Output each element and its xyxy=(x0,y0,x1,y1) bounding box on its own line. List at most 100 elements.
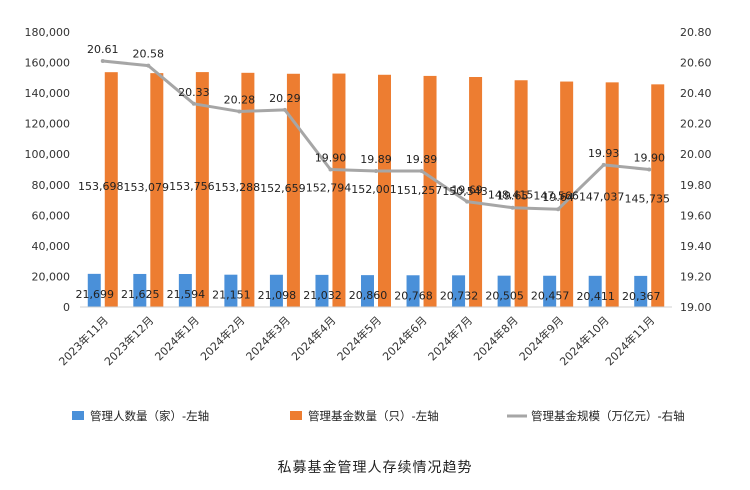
label-funds: 153,698 xyxy=(78,180,124,193)
bar-funds xyxy=(514,80,528,308)
label-fund-scale: 19.65 xyxy=(497,190,529,203)
line-series xyxy=(100,59,652,212)
bar-funds xyxy=(469,77,483,307)
bar-funds xyxy=(150,73,164,307)
label-funds: 151,257 xyxy=(397,184,443,197)
label-fund-scale: 19.93 xyxy=(588,147,620,160)
label-fund-scale: 19.90 xyxy=(633,152,665,165)
data-labels: 21,699 153,698 21,625 153,079 21,594 153,756 2… xyxy=(76,43,670,303)
bar-funds xyxy=(560,81,574,307)
line-point xyxy=(328,167,333,172)
label-managers: 20,411 xyxy=(576,290,615,303)
chart-caption: 私募基金管理人存续情况趋势 xyxy=(278,459,473,476)
line-point xyxy=(465,199,470,204)
left-axis-tick-label: 100,000 xyxy=(25,148,71,161)
bar-managers xyxy=(497,275,511,307)
line-point xyxy=(601,162,606,167)
left-axis-tick-label: 120,000 xyxy=(25,118,71,131)
x-axis-tick-label: 2024年3月 xyxy=(243,313,293,363)
label-funds: 152,794 xyxy=(306,182,352,195)
line-point xyxy=(282,107,287,112)
line-point xyxy=(556,207,561,212)
bar-managers xyxy=(634,275,648,307)
right-axis-tick-label: 19.80 xyxy=(680,179,712,192)
right-axis-tick-label: 19.60 xyxy=(680,209,712,222)
x-axis-tick-label: 2024年8月 xyxy=(471,313,521,363)
label-funds: 150,543 xyxy=(442,185,488,198)
label-managers: 20,732 xyxy=(440,289,479,302)
label-fund-scale: 20.29 xyxy=(269,92,301,105)
bar-funds xyxy=(605,82,619,307)
label-funds: 148,415 xyxy=(488,188,534,201)
label-funds: 145,735 xyxy=(624,192,670,205)
right-axis-tick-label: 19.40 xyxy=(680,240,712,253)
x-axis-tick-label: 2023年12月 xyxy=(101,313,156,368)
bar-managers xyxy=(361,275,374,307)
bar-managers xyxy=(133,273,147,307)
bar-managers xyxy=(224,274,238,307)
x-axis-tick-label: 2024年9月 xyxy=(516,313,566,363)
line-point xyxy=(647,167,652,172)
left-axis-tick-label: 180,000 xyxy=(25,26,71,39)
label-managers: 21,032 xyxy=(303,289,342,302)
legend-label: 管理人数量（家）-左轴 xyxy=(90,409,209,423)
right-axis-tick-label: 19.20 xyxy=(680,270,712,283)
left-axis-tick-label: 80,000 xyxy=(32,179,71,192)
x-axis-tick-label: 2024年6月 xyxy=(379,313,429,363)
x-axis-tick-label: 2024年2月 xyxy=(197,313,247,363)
label-funds: 153,079 xyxy=(124,181,170,194)
line-point xyxy=(374,169,378,174)
label-managers: 21,151 xyxy=(212,289,251,302)
left-axis-tick-label: 140,000 xyxy=(25,87,71,100)
x-axis-tick-label: 2024年4月 xyxy=(288,313,338,363)
bar-managers xyxy=(87,273,101,307)
x-axis-tick-label: 2024年5月 xyxy=(334,313,384,363)
right-axis-tick-label: 20.80 xyxy=(680,26,712,39)
bar-funds xyxy=(332,73,346,307)
label-fund-scale: 20.28 xyxy=(224,93,256,106)
label-funds: 153,288 xyxy=(215,181,261,194)
bar-managers xyxy=(406,275,420,307)
right-axis-tick-label: 20.60 xyxy=(680,57,712,70)
line-point xyxy=(237,109,242,114)
x-axis-tick-label: 2024年7月 xyxy=(425,313,475,363)
line-point xyxy=(100,59,105,64)
right-axis: 19.00 19.20 19.40 19.60 19.80 20.00 20.20 20.40… xyxy=(680,26,712,314)
label-funds: 152,001 xyxy=(351,183,397,196)
label-managers: 20,367 xyxy=(622,290,661,303)
label-managers: 20,457 xyxy=(531,290,570,303)
bar-funds xyxy=(195,72,209,307)
x-axis-tick-label: 2024年11月 xyxy=(602,313,657,368)
label-fund-scale: 20.33 xyxy=(178,86,210,99)
bar-series xyxy=(87,72,665,308)
label-fund-scale: 19.64 xyxy=(542,191,574,204)
bar-managers xyxy=(269,274,283,307)
left-axis: 0 20,000 40,000 60,000 80,000 100,000 120,000 1… xyxy=(25,26,71,314)
left-axis-tick-label: 20,000 xyxy=(32,270,71,283)
bar-managers xyxy=(543,275,557,307)
label-funds: 153,756 xyxy=(169,180,215,193)
bar-managers xyxy=(588,275,602,307)
bar-funds xyxy=(423,75,437,307)
label-managers: 21,699 xyxy=(76,288,115,301)
legend-swatch xyxy=(72,411,84,420)
label-managers: 20,860 xyxy=(349,289,388,302)
bar-funds xyxy=(241,72,255,307)
line-point xyxy=(510,205,515,210)
bar-funds xyxy=(378,74,391,308)
right-axis-tick-label: 20.00 xyxy=(680,148,712,161)
legend-label: 管理基金规模（万亿元）-右轴 xyxy=(531,409,685,423)
label-funds: 152,659 xyxy=(260,182,306,195)
right-axis-tick-label: 19.00 xyxy=(680,301,712,314)
label-fund-scale: 19.90 xyxy=(315,152,347,165)
legend: 管理人数量（家）-左轴 管理基金数量（只）-左轴 管理基金规模（万亿元）-右轴 xyxy=(72,409,685,423)
label-managers: 20,768 xyxy=(394,289,433,302)
legend-label: 管理基金数量（只）-左轴 xyxy=(308,409,439,423)
right-axis-tick-label: 20.20 xyxy=(680,118,712,131)
label-funds: 147,566 xyxy=(533,190,579,203)
x-axis: 2023年11月2023年12月2024年1月2024年2月2024年3月202… xyxy=(56,306,672,368)
line-point xyxy=(146,63,151,68)
label-fund-scale: 20.58 xyxy=(133,48,165,61)
